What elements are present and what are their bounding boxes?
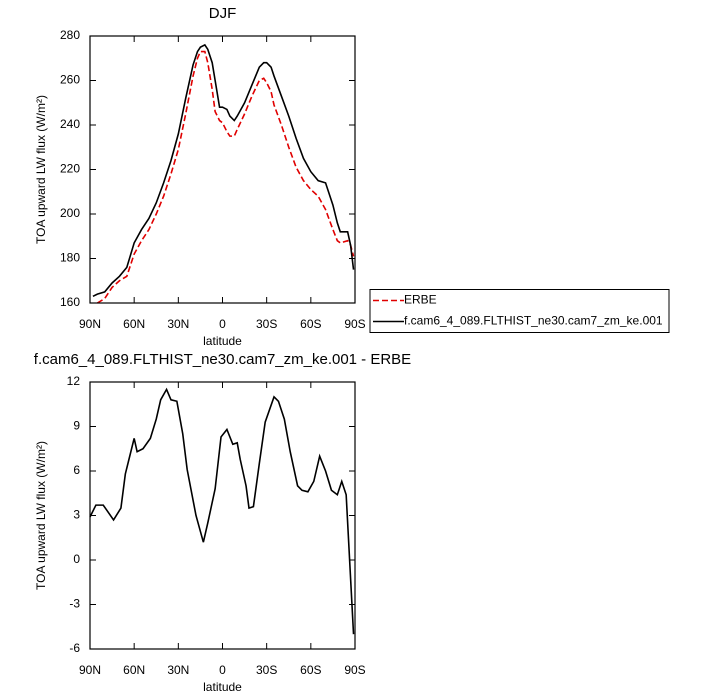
plot-frame xyxy=(89,381,356,650)
y-tick-label: 0 xyxy=(73,552,80,566)
y-tick-label: 160 xyxy=(60,295,80,309)
y-tick-label: 9 xyxy=(73,419,80,433)
legend-label: f.cam6_4_089.FLTHIST_ne30.cam7_zm_ke.001 xyxy=(404,314,663,328)
x-tick-label: 60N xyxy=(123,663,145,677)
x-tick-label: 60S xyxy=(300,663,321,677)
y-axis-label: TOA upward LW flux (W/m²) xyxy=(34,441,48,590)
y-axis-label: TOA upward LW flux (W/m²) xyxy=(34,95,48,244)
y-tick-label: -6 xyxy=(69,641,80,655)
y-tick-label: 280 xyxy=(60,28,80,42)
x-tick-label: 0 xyxy=(219,317,226,331)
x-tick-label: 30N xyxy=(167,663,189,677)
x-tick-label: 90N xyxy=(79,663,101,677)
x-tick-label: 0 xyxy=(219,663,226,677)
y-tick-label: 260 xyxy=(60,73,80,87)
x-tick-label: 30N xyxy=(167,317,189,331)
x-tick-label: 90S xyxy=(344,663,365,677)
x-axis-label: latitude xyxy=(203,680,242,694)
legend-box xyxy=(369,289,670,333)
y-tick-label: 240 xyxy=(60,117,80,131)
x-tick-label: 90S xyxy=(344,317,365,331)
x-tick-label: 60N xyxy=(123,317,145,331)
data-line xyxy=(92,43,355,298)
y-tick-label: 200 xyxy=(60,206,80,220)
y-tick-label: 3 xyxy=(73,508,80,522)
x-tick-label: 30S xyxy=(256,663,277,677)
x-tick-label: 30S xyxy=(256,317,277,331)
x-axis-label: latitude xyxy=(203,334,242,348)
plot-frame xyxy=(89,35,356,304)
y-tick-label: 220 xyxy=(60,162,80,176)
y-tick-label: 6 xyxy=(73,463,80,477)
y-tick-label: 12 xyxy=(67,374,81,388)
chart-title: DJF xyxy=(209,5,237,22)
data-line xyxy=(96,50,355,304)
chart-title: f.cam6_4_089.FLTHIST_ne30.cam7_zm_ke.001… xyxy=(34,351,411,368)
legend-label: ERBE xyxy=(404,293,437,307)
y-tick-label: 180 xyxy=(60,251,80,265)
x-tick-label: 90N xyxy=(79,317,101,331)
data-line xyxy=(89,387,355,635)
x-tick-label: 60S xyxy=(300,317,321,331)
y-tick-label: -3 xyxy=(69,597,80,611)
